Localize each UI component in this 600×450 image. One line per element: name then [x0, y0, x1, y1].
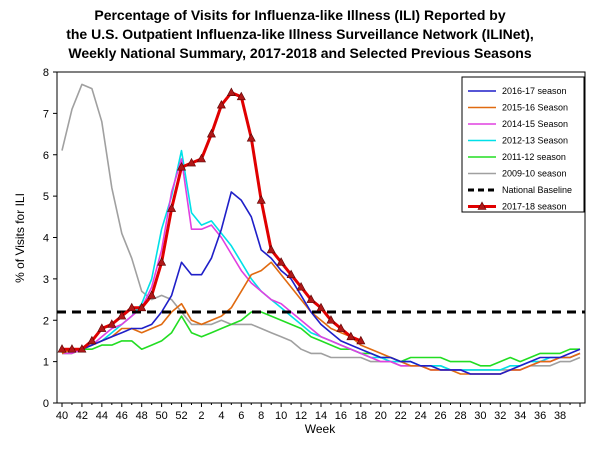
- series-2011-12-season: [62, 311, 580, 367]
- legend-entry: 2009-10 season: [502, 169, 567, 179]
- y-axis-label: % of Visits for ILI: [13, 193, 27, 283]
- x-tick-label: 22: [395, 410, 407, 422]
- x-tick-label: 34: [514, 410, 526, 422]
- y-tick-label: 4: [43, 233, 49, 245]
- x-tick-label: 38: [554, 410, 566, 422]
- legend-entry: National Baseline: [502, 185, 572, 195]
- series-2016-17-season: [62, 191, 581, 375]
- chart-title: Percentage of Visits for Influenza-like …: [0, 6, 600, 63]
- legend: 2016-17 season 2015-16 Season 2014-15 Seas…: [461, 76, 585, 213]
- x-axis-label: Week: [305, 422, 336, 436]
- x-tick-label: 26: [434, 410, 446, 422]
- data-point: [286, 269, 296, 279]
- series-line: [62, 311, 580, 367]
- series-line: [62, 191, 581, 375]
- data-point: [67, 344, 77, 353]
- data-point: [57, 344, 67, 353]
- data-point: [296, 282, 306, 291]
- legend-marker: [477, 201, 487, 210]
- data-point: [236, 91, 246, 101]
- y-tick-label: 5: [43, 191, 49, 203]
- data-point: [316, 302, 326, 312]
- x-tick-label: 42: [76, 410, 88, 422]
- x-tick-label: 44: [96, 410, 108, 422]
- data-point: [306, 294, 316, 303]
- series-2015-16-season: [61, 261, 581, 375]
- data-point: [87, 335, 97, 345]
- chart-title-line-2: the U.S. Outpatient Influenza-like Illne…: [66, 26, 534, 42]
- data-point: [226, 87, 236, 96]
- x-tick-label: 12: [295, 410, 307, 422]
- data-point: [276, 257, 286, 266]
- data-point: [206, 128, 216, 138]
- x-tick-label: 8: [258, 410, 264, 422]
- x-tick-label: 32: [494, 410, 506, 422]
- data-point: [216, 99, 226, 109]
- x-tick-label: 4: [218, 410, 224, 422]
- x-tick-label: 48: [136, 410, 148, 422]
- x-tick-label: 14: [315, 410, 327, 422]
- data-point: [137, 302, 147, 312]
- series-layer: [57, 83, 585, 375]
- x-tick-label: 52: [175, 410, 187, 422]
- data-point: [77, 344, 87, 353]
- y-tick-label: 1: [43, 357, 49, 369]
- x-tick-label: 36: [534, 410, 546, 422]
- x-tick-label: 24: [414, 410, 426, 422]
- y-tick-label: 3: [43, 274, 49, 286]
- x-tick-label: 16: [335, 410, 347, 422]
- data-point: [326, 315, 336, 324]
- legend-entry: 2012-13 Season: [502, 136, 568, 146]
- x-tick-label: 28: [454, 410, 466, 422]
- y-tick-label: 0: [43, 398, 49, 410]
- legend-entry: 2016-17 season: [502, 86, 567, 96]
- data-point: [187, 157, 196, 167]
- data-point: [356, 335, 366, 345]
- x-tick-label: 6: [238, 410, 244, 422]
- legend-entry: 2015-16 Season: [502, 103, 568, 113]
- y-tick-label: 2: [43, 315, 49, 327]
- legend-entry: 2011-12 season: [502, 152, 566, 162]
- x-tick-label: 18: [355, 410, 367, 422]
- data-point: [117, 310, 127, 320]
- legend-entry: 2017-18 season: [502, 202, 567, 212]
- data-point: [127, 302, 137, 312]
- y-tick-label: 6: [43, 150, 49, 162]
- chart-title-line-1: Percentage of Visits for Influenza-like …: [94, 7, 506, 23]
- data-point: [177, 162, 187, 171]
- legend-entry: 2014-15 Season: [502, 119, 568, 129]
- data-point: [97, 323, 107, 332]
- x-tick-label: 20: [375, 410, 387, 422]
- x-tick-label: 10: [275, 410, 287, 422]
- series-line: [61, 261, 581, 375]
- data-point: [107, 319, 117, 328]
- y-tick-label: 7: [43, 108, 49, 120]
- series-2017-18-season: [57, 87, 366, 353]
- data-point: [336, 323, 346, 332]
- data-point: [266, 244, 276, 254]
- data-point: [256, 195, 266, 204]
- y-tick-label: 8: [43, 67, 49, 79]
- x-tick-label: 30: [474, 410, 486, 422]
- data-point: [246, 133, 256, 142]
- data-point: [147, 290, 157, 299]
- x-tick-label: 46: [116, 410, 128, 422]
- data-point: [196, 153, 206, 163]
- data-point: [157, 257, 167, 266]
- chart-title-line-3: Weekly National Summary, 2017-2018 and S…: [68, 45, 532, 61]
- data-point: [167, 203, 177, 212]
- x-tick-label: 2: [198, 410, 204, 422]
- data-point: [346, 331, 356, 341]
- x-tick-label: 50: [155, 410, 167, 422]
- x-tick-label: 40: [56, 410, 68, 422]
